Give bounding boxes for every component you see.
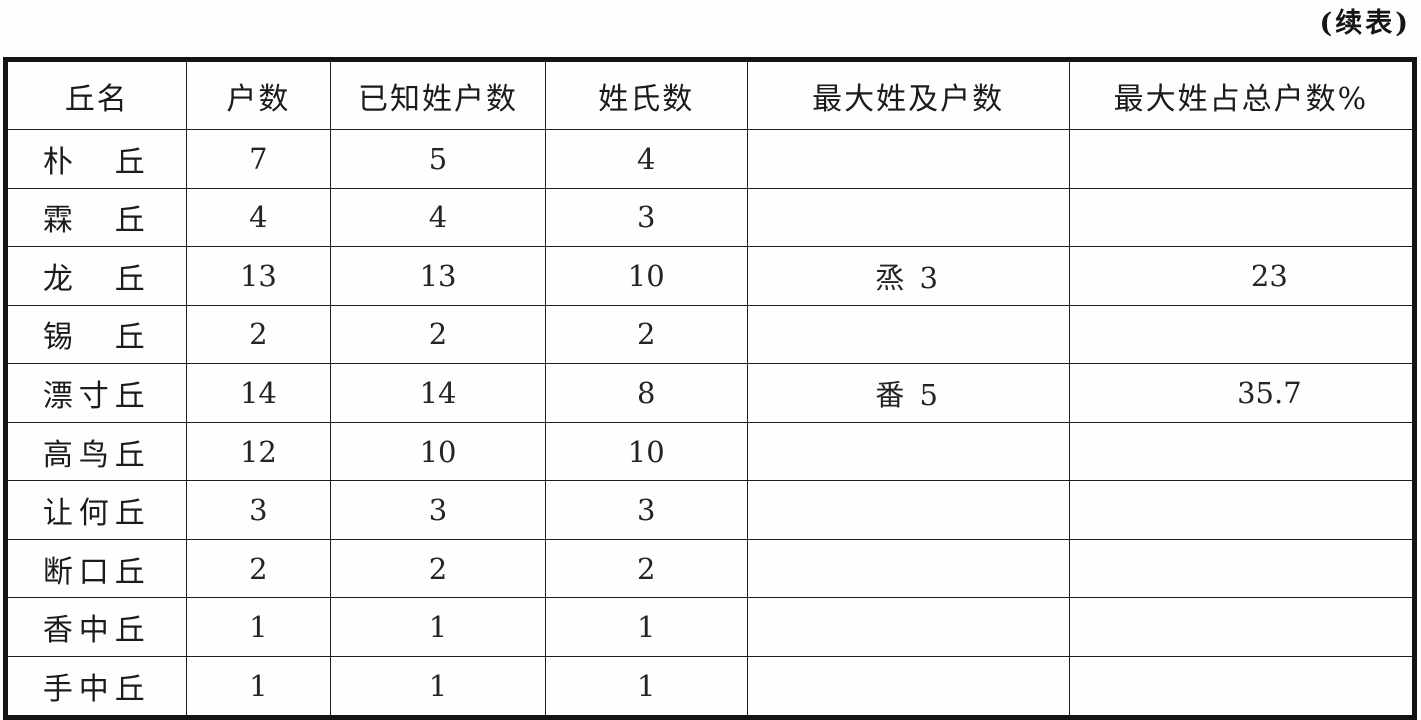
table-row: 香中丘 1 1 1 [5,597,1416,657]
cell-known-surname-households: 13 [330,246,546,306]
cell-hill-name: 漂寸丘 [5,363,187,423]
cell-surname-count: 4 [544,129,748,189]
table-row: 霖 丘 4 4 3 [5,187,1416,248]
cell-surname-count: 10 [544,246,748,306]
table-row: 断口丘 2 2 2 [5,538,1416,599]
cell-max-surname [746,304,1070,365]
cell-known-surname-households: 2 [330,304,546,365]
cell-surname-count: 2 [544,304,748,365]
cell-known-surname-households: 5 [330,129,546,189]
cell-households: 14 [185,363,332,423]
cell-households: 1 [185,597,332,657]
column-header-known-surname-households: 已知姓户数 [330,59,546,130]
cell-households: 2 [185,538,332,599]
cell-max-surname: 烝 3 [746,246,1070,306]
table-row: 朴 丘 7 5 4 [5,129,1416,189]
cell-surname-count: 3 [544,480,748,540]
cell-max-surname [746,129,1070,189]
cell-percentage [1068,655,1416,719]
column-header-hill-name: 丘名 [5,59,187,130]
table-row: 让何丘 3 3 3 [5,480,1416,540]
cell-households: 13 [185,246,332,306]
cell-percentage: 35.7 [1068,363,1416,423]
cell-households: 12 [185,421,332,482]
cell-known-surname-households: 10 [330,421,546,482]
cell-households: 2 [185,304,332,365]
cell-hill-name: 朴 丘 [5,129,187,189]
cell-percentage [1068,187,1416,248]
table-row: 手中丘 1 1 1 [5,655,1416,719]
cell-households: 4 [185,187,332,248]
cell-max-surname [746,597,1070,657]
cell-surname-count: 8 [544,363,748,423]
cell-max-surname [746,187,1070,248]
cell-percentage: 23 [1068,246,1416,306]
cell-households: 3 [185,480,332,540]
cell-surname-count: 1 [544,597,748,657]
cell-hill-name: 霖 丘 [5,187,187,248]
column-header-max-surname: 最大姓及户数 [746,59,1070,130]
cell-households: 1 [185,655,332,719]
cell-known-surname-households: 4 [330,187,546,248]
table-row: 龙 丘 13 13 10 烝 3 23 [5,246,1416,306]
cell-max-surname [746,538,1070,599]
cell-percentage [1068,597,1416,657]
cell-percentage [1068,129,1416,189]
cell-known-surname-households: 1 [330,597,546,657]
column-header-surname-count: 姓氏数 [544,59,748,130]
cell-hill-name: 高鸟丘 [5,421,187,482]
cell-percentage [1068,538,1416,599]
surname-census-table: 丘名 户数 已知姓户数 姓氏数 最大姓及户数 最大姓占总户数% 朴 丘 7 5 … [3,57,1417,720]
cell-max-surname [746,655,1070,719]
cell-percentage [1068,480,1416,540]
cell-households: 7 [185,129,332,189]
header-row: 丘名 户数 已知姓户数 姓氏数 最大姓及户数 最大姓占总户数% [5,59,1416,130]
cell-surname-count: 2 [544,538,748,599]
cell-percentage [1068,304,1416,365]
cell-hill-name: 断口丘 [5,538,187,599]
cell-max-surname [746,421,1070,482]
cell-known-surname-households: 1 [330,655,546,719]
cell-known-surname-households: 3 [330,480,546,540]
table-row: 锡 丘 2 2 2 [5,304,1416,365]
cell-percentage [1068,421,1416,482]
table-row: 高鸟丘 12 10 10 [5,421,1416,482]
column-header-households: 户数 [185,59,332,130]
table-row: 漂寸丘 14 14 8 番 5 35.7 [5,363,1416,423]
cell-max-surname: 番 5 [746,363,1070,423]
cell-surname-count: 3 [544,187,748,248]
continued-table-label: (续表) [1319,8,1411,39]
cell-known-surname-households: 2 [330,538,546,599]
cell-hill-name: 让何丘 [5,480,187,540]
cell-hill-name: 香中丘 [5,597,187,657]
cell-hill-name: 锡 丘 [5,304,187,365]
cell-surname-count: 1 [544,655,748,719]
cell-hill-name: 手中丘 [5,655,187,719]
column-header-max-surname-pct: 最大姓占总户数% [1068,59,1416,130]
cell-max-surname [746,480,1070,540]
cell-hill-name: 龙 丘 [5,246,187,306]
cell-surname-count: 10 [544,421,748,482]
cell-known-surname-households: 14 [330,363,546,423]
